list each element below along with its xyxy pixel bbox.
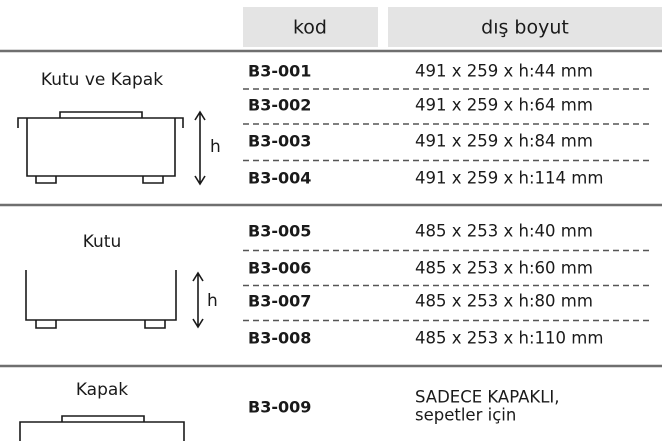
group-name: Kutu <box>83 232 122 252</box>
box-lid-diagram <box>17 110 206 186</box>
product-code: B3-002 <box>248 96 311 115</box>
product-code: B3-009 <box>248 398 311 417</box>
product-code: B3-005 <box>248 222 311 241</box>
product-size: 491 x 259 x h:84 mm <box>415 132 593 151</box>
header-code: kod <box>293 17 327 39</box>
product-size: sepetler için <box>415 406 516 425</box>
product-size: 485 x 253 x h:80 mm <box>415 292 593 311</box>
product-size: 491 x 259 x h:64 mm <box>415 96 593 115</box>
header-size: dış boyut <box>481 17 569 39</box>
product-size: 485 x 253 x h:60 mm <box>415 259 593 278</box>
product-code: B3-004 <box>248 169 311 188</box>
product-size: 491 x 259 x h:114 mm <box>415 169 603 188</box>
dim-label: h <box>207 291 218 311</box>
header-cell <box>243 7 378 47</box>
product-size: 485 x 253 x h:110 mm <box>415 329 603 348</box>
lid-diagram <box>19 415 185 441</box>
box-diagram <box>25 270 204 329</box>
product-code: B3-001 <box>248 62 311 81</box>
product-size: 491 x 259 x h:44 mm <box>415 62 593 81</box>
product-code: B3-006 <box>248 259 311 278</box>
product-size: 485 x 253 x h:40 mm <box>415 222 593 241</box>
product-code: B3-007 <box>248 292 311 311</box>
dim-label: h <box>210 137 221 157</box>
product-code: B3-008 <box>248 329 311 348</box>
product-size: SADECE KAPAKLI, <box>415 388 560 407</box>
header-cell <box>388 7 662 47</box>
product-code: B3-003 <box>248 132 311 151</box>
group-name: Kutu ve Kapak <box>41 70 163 90</box>
group-name: Kapak <box>76 380 128 400</box>
